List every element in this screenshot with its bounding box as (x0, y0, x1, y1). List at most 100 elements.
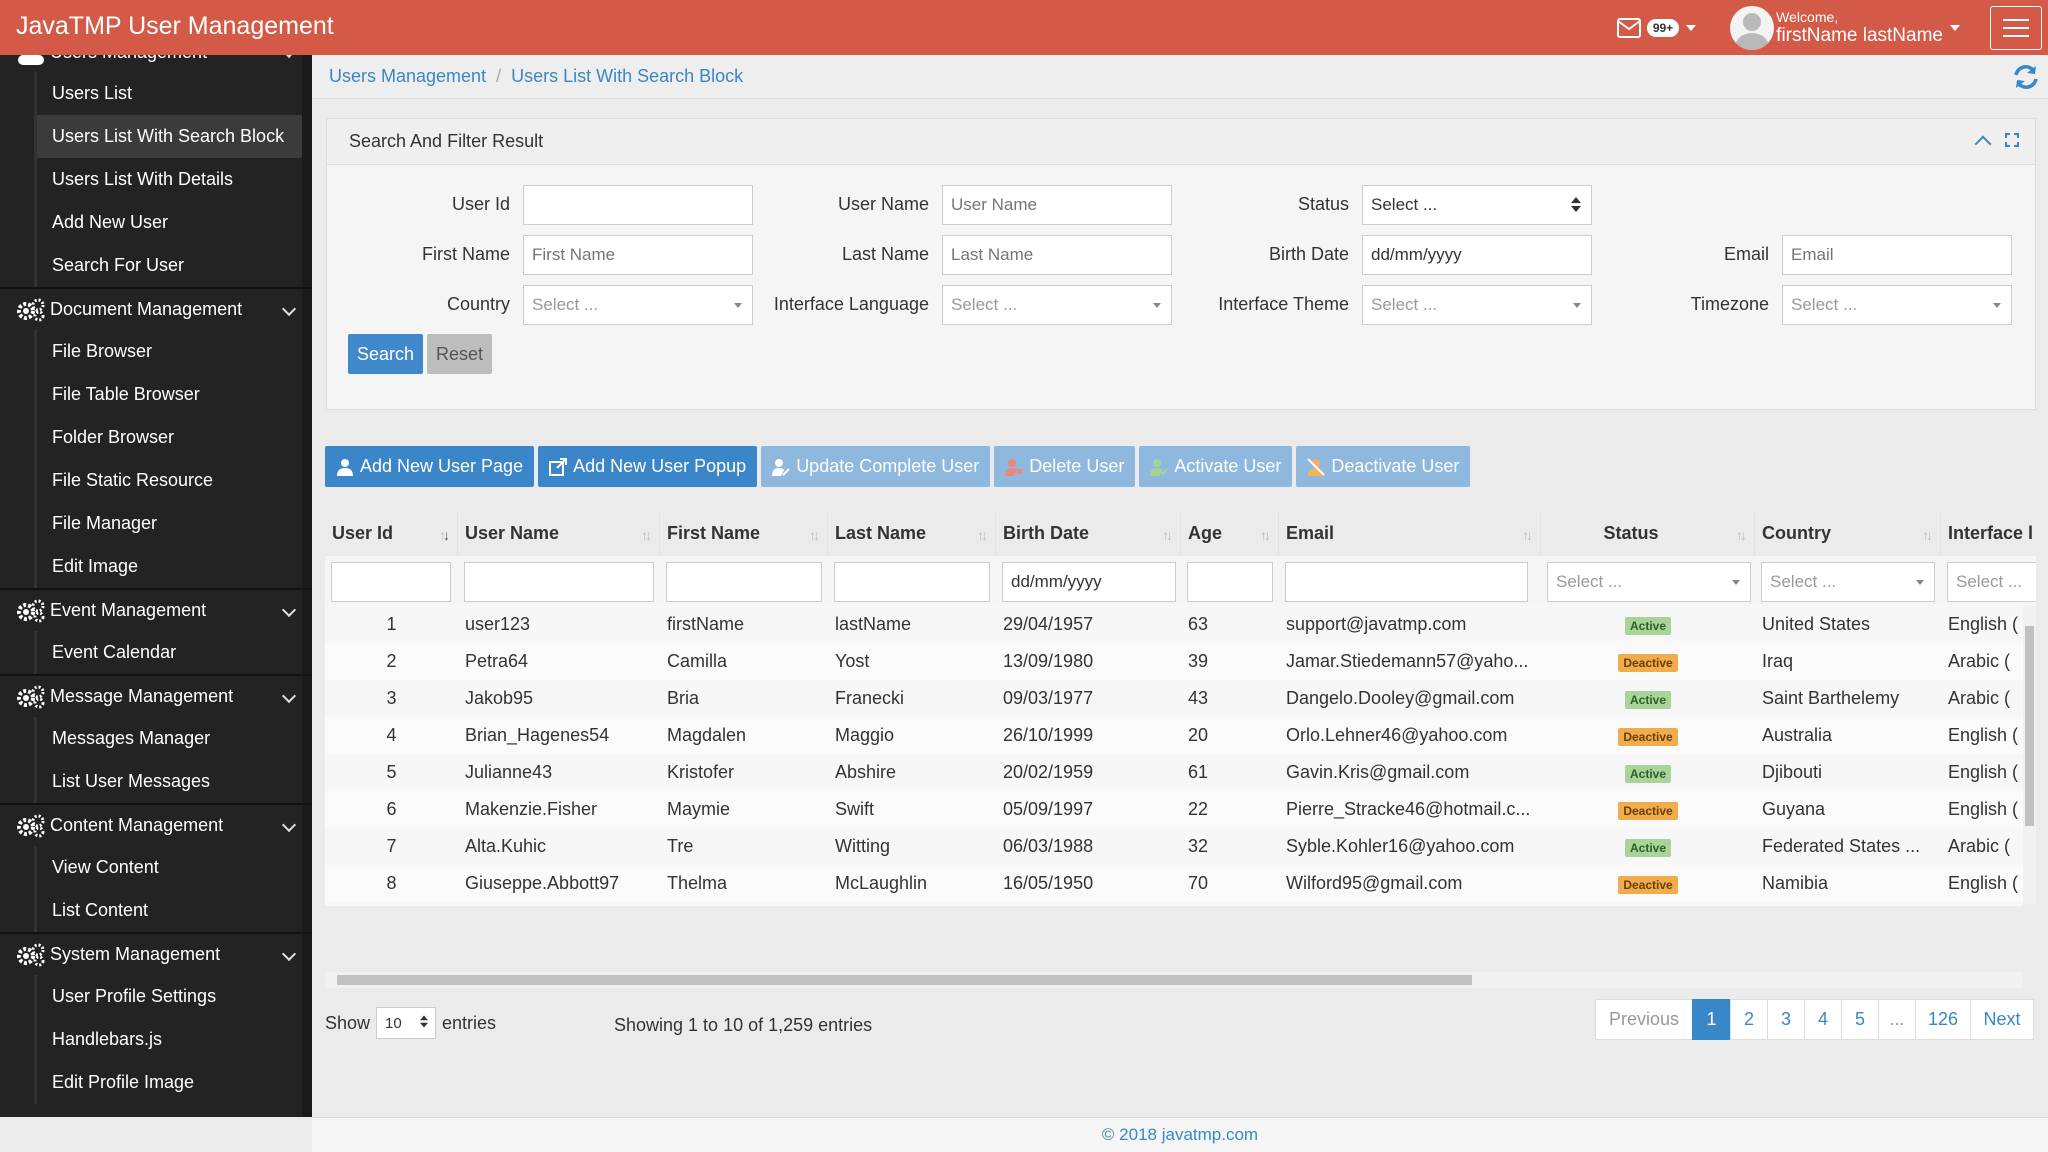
filter-email[interactable] (1285, 562, 1528, 602)
cell-last: Witting (835, 836, 891, 856)
filter-birth-date[interactable]: dd/mm/yyyy (1002, 562, 1176, 602)
column-user-name[interactable]: User Name ↑↓ (458, 511, 660, 556)
update-complete-user-button[interactable]: Update Complete User (761, 446, 991, 487)
select-arrows-icon (420, 1016, 428, 1028)
sidebar-item-handlebars[interactable]: Handlebars.js (34, 1018, 312, 1061)
sidebar-item-edit-image[interactable]: Edit Image (34, 545, 312, 588)
sidebar-group-document-management[interactable]: Document Management (0, 287, 312, 330)
filter-user-id[interactable] (331, 562, 451, 602)
pagination-page-5[interactable]: 5 (1841, 999, 1879, 1040)
sidebar-item-view-content[interactable]: View Content (34, 846, 312, 889)
sidebar-item-file-table-browser[interactable]: File Table Browser (34, 373, 312, 416)
refresh-icon[interactable] (2012, 63, 2040, 91)
last-name-input[interactable] (942, 235, 1172, 275)
column-user-id[interactable]: User Id ↑↓ (325, 511, 458, 556)
table-row[interactable]: 5 Julianne43 Kristofer Abshire 20/02/1959 61 G… (325, 754, 2023, 791)
sidebar-item-file-static-resource[interactable]: File Static Resource (34, 459, 312, 502)
sidebar-item-folder-browser[interactable]: Folder Browser (34, 416, 312, 459)
column-interface[interactable]: Interface l (1948, 523, 2034, 543)
filter-country-select[interactable]: Select ... (1761, 562, 1935, 602)
column-last-name[interactable]: Last Name ↑↓ (828, 511, 996, 556)
add-new-user-popup-button[interactable]: Add New User Popup (538, 446, 758, 487)
page-footer[interactable]: © 2018 javatmp.com (312, 1117, 2048, 1152)
table-row[interactable]: 3 Jakob95 Bria Franecki 09/03/1977 43 Dangelo.… (325, 680, 2023, 717)
sidebar-item-event-calendar[interactable]: Event Calendar (34, 631, 312, 674)
table-vertical-scrollbar[interactable] (2023, 606, 2036, 904)
breadcrumb-link-users-management[interactable]: Users Management (329, 66, 487, 86)
pagination-ellipsis: ... (1878, 999, 1916, 1040)
pagination-page-126[interactable]: 126 (1915, 999, 1971, 1040)
filter-age[interactable] (1187, 562, 1273, 602)
filter-first-name[interactable] (666, 562, 822, 602)
sidebar-item-add-new-user[interactable]: Add New User (34, 201, 312, 244)
add-new-user-page-button[interactable]: Add New User Page (325, 446, 535, 487)
column-email[interactable]: Email ↑↓ (1279, 511, 1541, 556)
deactivate-user-button[interactable]: Deactivate User (1296, 446, 1471, 487)
sidebar-group-message-management[interactable]: Message Management (0, 674, 312, 717)
timezone-select[interactable]: Select ... (1782, 285, 2012, 325)
user-menu[interactable]: Welcome, firstName lastName (1730, 5, 1960, 50)
table-row[interactable]: 8 Giuseppe.Abbott97 Thelma McLaughlin 16/05/… (325, 865, 2023, 902)
column-status[interactable]: Status ↑↓ (1541, 511, 1755, 556)
column-country[interactable]: Country ↑↓ (1755, 511, 1941, 556)
sidebar-group-content-management[interactable]: Content Management (0, 803, 312, 846)
table-horizontal-scrollbar[interactable] (325, 972, 2023, 988)
table-row[interactable]: 1 user123 firstName lastName 29/04/1957 63 sup… (325, 606, 2023, 643)
table-row[interactable]: 6 Makenzie.Fisher Maymie Swift 05/09/1997 22 P… (325, 791, 2023, 828)
email-input[interactable] (1782, 235, 2012, 275)
sidebar-item-list-user-messages[interactable]: List User Messages (34, 760, 312, 803)
sidebar-item-file-browser[interactable]: File Browser (34, 330, 312, 373)
sidebar-item-users-list[interactable]: Users List (34, 72, 312, 115)
pagination-page-2[interactable]: 2 (1730, 999, 1768, 1040)
sidebar-item-search-user[interactable]: Search For User (34, 244, 312, 287)
column-birth-date[interactable]: Birth Date ↑↓ (996, 511, 1181, 556)
breadcrumb-link-current[interactable]: Users List With Search Block (511, 66, 744, 86)
interface-language-select[interactable]: Select ... (942, 285, 1172, 325)
reset-button[interactable]: Reset (427, 334, 492, 374)
pagination-next[interactable]: Next (1970, 999, 2034, 1040)
birth-date-input[interactable]: dd/mm/yyyy (1362, 235, 1592, 275)
hamburger-menu-button[interactable] (1990, 5, 2042, 50)
sidebar-group-label: System Management (50, 944, 221, 964)
first-name-input[interactable] (523, 235, 753, 275)
pagination-previous[interactable]: Previous (1595, 999, 1693, 1040)
sidebar-item-user-profile-settings[interactable]: User Profile Settings (34, 975, 312, 1018)
country-select[interactable]: Select ... (523, 285, 753, 325)
delete-user-button[interactable]: Delete User (994, 446, 1136, 487)
chevron-down-icon (281, 688, 297, 704)
user-id-input[interactable] (523, 185, 753, 225)
sidebar-item-users-list-search-block[interactable]: Users List With Search Block (34, 115, 312, 158)
column-age[interactable]: Age ↑↓ (1181, 511, 1279, 556)
sidebar-group-event-management[interactable]: Event Management (0, 588, 312, 631)
filter-interface-select[interactable]: Select ... (1947, 562, 2036, 602)
sidebar-group-system-management[interactable]: System Management (0, 932, 312, 975)
expand-icon[interactable] (2005, 133, 2019, 147)
table-row[interactable]: 9Jacky_Zemlak05PierceHilpert17/11/199425… (325, 902, 2023, 906)
interface-theme-select[interactable]: Select ... (1362, 285, 1592, 325)
search-button[interactable]: Search (348, 334, 423, 374)
table-row[interactable]: 2 Petra64 Camilla Yost 13/09/1980 39 Jamar.Sti… (325, 643, 2023, 680)
status-select[interactable]: Select ... (1362, 185, 1592, 225)
table-row[interactable]: 4 Brian_Hagenes54 Magdalen Maggio 26/10/1999… (325, 717, 2023, 754)
sidebar-item-list-content[interactable]: List Content (34, 889, 312, 932)
messages-dropdown[interactable]: 99+ (1616, 17, 1697, 38)
app-title[interactable]: JavaTMP User Management (16, 12, 334, 40)
sidebar-item-edit-profile-image[interactable]: Edit Profile Image (34, 1061, 312, 1104)
table-row[interactable]: 7 Alta.Kuhic Tre Witting 06/03/1988 32 Syble.K… (325, 828, 2023, 865)
sidebar-item-users-list-details[interactable]: Users List With Details (34, 158, 312, 201)
column-first-name[interactable]: First Name ↑↓ (660, 511, 828, 556)
filter-status-select[interactable]: Select ... (1547, 562, 1751, 602)
filter-user-name[interactable] (464, 562, 654, 602)
user-name-input[interactable] (942, 185, 1172, 225)
sidebar-item-file-manager[interactable]: File Manager (34, 502, 312, 545)
sidebar-item-messages-manager[interactable]: Messages Manager (34, 717, 312, 760)
pagination-page-4[interactable]: 4 (1804, 999, 1842, 1040)
pagination-page-1[interactable]: 1 (1692, 999, 1731, 1040)
filter-last-name[interactable] (834, 562, 990, 602)
collapse-icon[interactable] (1974, 135, 1992, 153)
page-length-select[interactable]: 10 (376, 1007, 437, 1039)
sidebar-group-users-management[interactable]: Users Management (0, 55, 312, 72)
activate-user-button[interactable]: Activate User (1139, 446, 1293, 487)
pagination-page-3[interactable]: 3 (1767, 999, 1805, 1040)
sidebar-scrollbar[interactable] (302, 55, 312, 1117)
